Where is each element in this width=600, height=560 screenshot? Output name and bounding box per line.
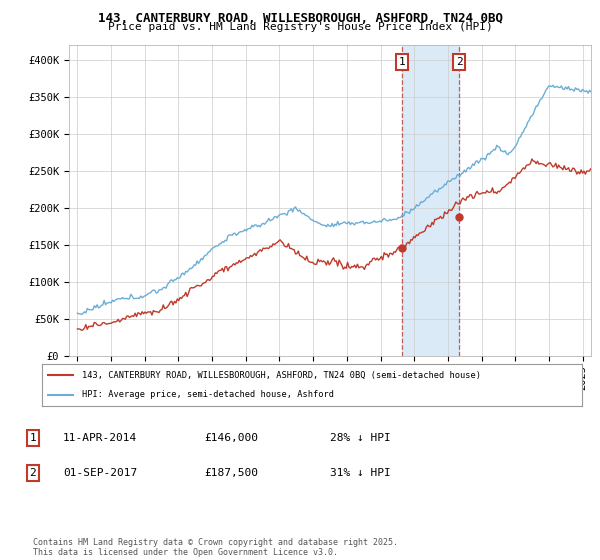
Text: £187,500: £187,500	[204, 468, 258, 478]
Bar	[402, 45, 459, 356]
Text: 143, CANTERBURY ROAD, WILLESBOROUGH, ASHFORD, TN24 0BQ (semi-detached house): 143, CANTERBURY ROAD, WILLESBOROUGH, ASH…	[83, 371, 482, 380]
Text: 11-APR-2014: 11-APR-2014	[63, 433, 137, 443]
Text: Contains HM Land Registry data © Crown copyright and database right 2025.
This d: Contains HM Land Registry data © Crown c…	[33, 538, 398, 557]
Text: 01-SEP-2017: 01-SEP-2017	[63, 468, 137, 478]
Text: 28% ↓ HPI: 28% ↓ HPI	[330, 433, 391, 443]
Text: 31% ↓ HPI: 31% ↓ HPI	[330, 468, 391, 478]
Text: 2: 2	[456, 57, 463, 67]
Text: HPI: Average price, semi-detached house, Ashford: HPI: Average price, semi-detached house,…	[83, 390, 335, 399]
Text: 2: 2	[29, 468, 37, 478]
Text: 1: 1	[398, 57, 406, 67]
Text: 1: 1	[29, 433, 37, 443]
Text: £146,000: £146,000	[204, 433, 258, 443]
Text: 143, CANTERBURY ROAD, WILLESBOROUGH, ASHFORD, TN24 0BQ: 143, CANTERBURY ROAD, WILLESBOROUGH, ASH…	[97, 12, 503, 25]
Text: Price paid vs. HM Land Registry's House Price Index (HPI): Price paid vs. HM Land Registry's House …	[107, 22, 493, 32]
